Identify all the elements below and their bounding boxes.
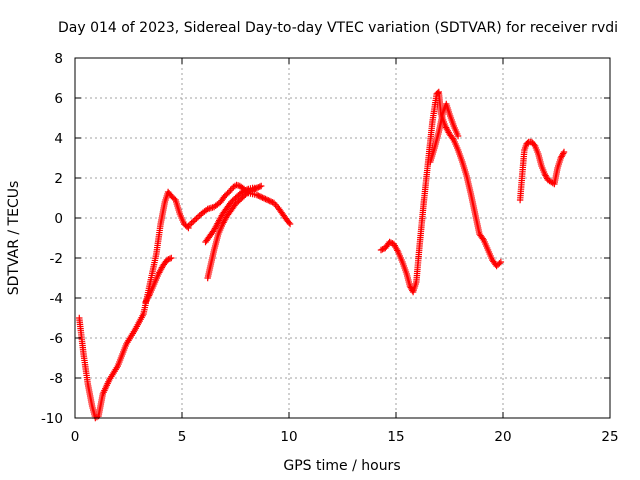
y-tick-label: -8 <box>50 371 63 387</box>
y-tick-label: 6 <box>54 91 63 107</box>
series-arc-2 <box>142 255 174 305</box>
x-tick-label: 20 <box>494 429 511 445</box>
x-tick-label: 10 <box>280 429 297 445</box>
axis-ticks <box>75 58 610 418</box>
y-tick-labels: -10 -8 -6 -4 -2 0 2 4 6 8 <box>41 51 63 427</box>
y-tick-label: 2 <box>54 171 63 187</box>
chart-title: Day 014 of 2023, Sidereal Day-to-day VTE… <box>58 20 618 36</box>
x-axis-label: GPS time / hours <box>283 458 400 474</box>
series-arc-3 <box>185 182 293 229</box>
y-tick-label: -10 <box>41 411 63 427</box>
data-point <box>193 215 199 221</box>
y-tick-label: -2 <box>50 251 63 267</box>
data-point <box>190 218 196 224</box>
plot-frame <box>75 58 610 418</box>
x-tick-label: 15 <box>387 429 404 445</box>
data-series <box>76 89 567 421</box>
x-tick-labels: 0 5 10 15 20 25 <box>71 429 619 445</box>
x-tick-label: 5 <box>178 429 187 445</box>
x-tick-label: 0 <box>71 429 80 445</box>
y-tick-label: 0 <box>54 211 63 227</box>
y-axis-label: SDTVAR / TECUs <box>6 181 22 296</box>
sdtvar-chart: Day 014 of 2023, Sidereal Day-to-day VTE… <box>0 0 640 480</box>
y-tick-label: -4 <box>50 291 63 307</box>
series-arc-1 <box>76 189 192 421</box>
data-point <box>195 214 201 220</box>
grid-lines <box>75 58 610 418</box>
y-tick-label: -6 <box>50 331 63 347</box>
y-tick-label: 4 <box>54 131 63 147</box>
series-arc-8 <box>517 139 567 203</box>
data-point <box>192 217 198 223</box>
y-tick-label: 8 <box>54 51 63 67</box>
x-tick-label: 25 <box>601 429 618 445</box>
data-point <box>188 220 194 226</box>
